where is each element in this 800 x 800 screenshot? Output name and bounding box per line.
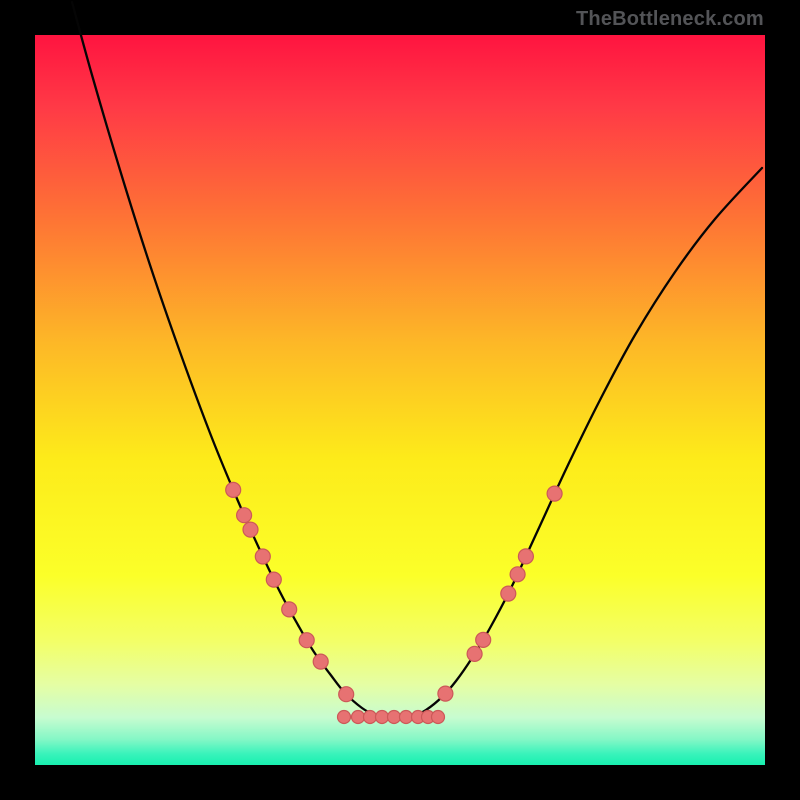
marker-left-4 <box>266 572 281 587</box>
marker-bottom-4 <box>388 711 401 724</box>
marker-left-3 <box>255 549 270 564</box>
marker-right-1 <box>518 549 533 564</box>
curve-right-branch <box>412 168 762 717</box>
marker-left-8 <box>339 687 354 702</box>
marker-left-7 <box>313 654 328 669</box>
marker-bottom-8 <box>432 711 445 724</box>
marker-left-1 <box>237 508 252 523</box>
marker-left-6 <box>299 633 314 648</box>
marker-left-5 <box>282 602 297 617</box>
marker-bottom-1 <box>352 711 365 724</box>
curve-left-branch <box>72 2 378 717</box>
watermark-text: TheBottleneck.com <box>576 8 764 31</box>
marker-bottom-5 <box>400 711 413 724</box>
marker-right-3 <box>501 586 516 601</box>
marker-bottom-0 <box>338 711 351 724</box>
marker-right-4 <box>476 632 491 647</box>
marker-left-0 <box>226 482 241 497</box>
marker-bottom-2 <box>364 711 377 724</box>
chart-curve-layer <box>0 0 800 800</box>
marker-bottom-3 <box>376 711 389 724</box>
marker-right-0 <box>547 486 562 501</box>
marker-right-2 <box>510 567 525 582</box>
marker-right-5 <box>467 646 482 661</box>
marker-right-6 <box>438 686 453 701</box>
marker-left-2 <box>243 522 258 537</box>
